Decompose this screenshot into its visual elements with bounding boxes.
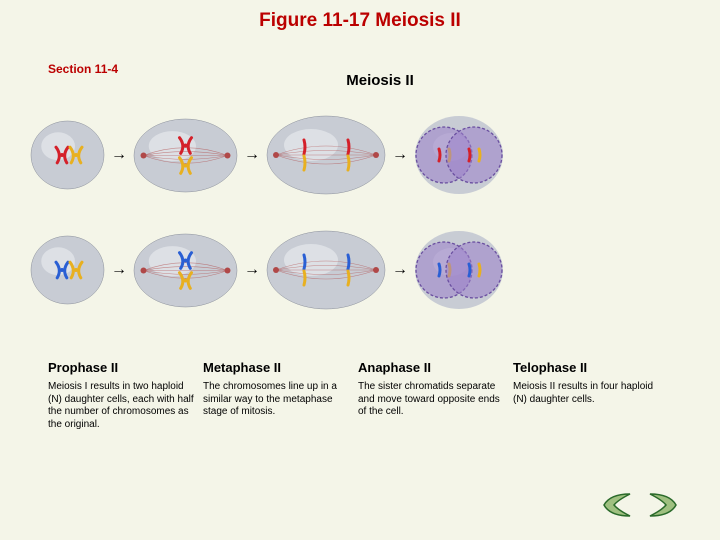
arrow-icon: → xyxy=(244,261,260,279)
cell-stage xyxy=(133,233,238,308)
phase-column: Anaphase II The sister chromatids separat… xyxy=(358,360,513,431)
phase-column: Metaphase II The chromosomes line up in a… xyxy=(203,360,358,431)
nav-arrows xyxy=(600,490,680,520)
phase-name: Prophase II xyxy=(48,360,195,375)
phase-labels-row: Prophase II Meiosis I results in two hapl… xyxy=(48,360,688,431)
cell-stage xyxy=(414,115,504,195)
phase-column: Telophase II Meiosis II results in four h… xyxy=(513,360,668,431)
phase-column: Prophase II Meiosis I results in two hapl… xyxy=(48,360,203,431)
cell-stage xyxy=(30,120,105,190)
diagram-area: → → → xyxy=(30,110,690,340)
phase-description: Meiosis I results in two haploid (N) dau… xyxy=(48,381,195,431)
subtitle: Meiosis II xyxy=(40,72,720,89)
phase-name: Telophase II xyxy=(513,360,660,375)
phase-description: The sister chromatids separate and move … xyxy=(358,381,505,419)
phase-description: The chromosomes line up in a similar way… xyxy=(203,381,350,419)
cell-stage xyxy=(414,230,504,310)
cell-row: → → → xyxy=(30,225,690,315)
cell-stage xyxy=(266,230,386,310)
page-title: Figure 11-17 Meiosis II xyxy=(0,0,720,32)
arrow-icon: → xyxy=(392,261,408,279)
prev-button[interactable] xyxy=(600,490,636,520)
phase-description: Meiosis II results in four haploid (N) d… xyxy=(513,381,660,406)
arrow-icon: → xyxy=(244,146,260,164)
arrow-icon: → xyxy=(111,146,127,164)
phase-name: Anaphase II xyxy=(358,360,505,375)
cell-stage xyxy=(30,235,105,305)
section-label: Section 11-4 xyxy=(48,62,118,76)
cell-stage xyxy=(133,118,238,193)
cell-stage xyxy=(266,115,386,195)
arrow-icon: → xyxy=(111,261,127,279)
phase-name: Metaphase II xyxy=(203,360,350,375)
next-button[interactable] xyxy=(644,490,680,520)
cell-row: → → → xyxy=(30,110,690,200)
arrow-icon: → xyxy=(392,146,408,164)
